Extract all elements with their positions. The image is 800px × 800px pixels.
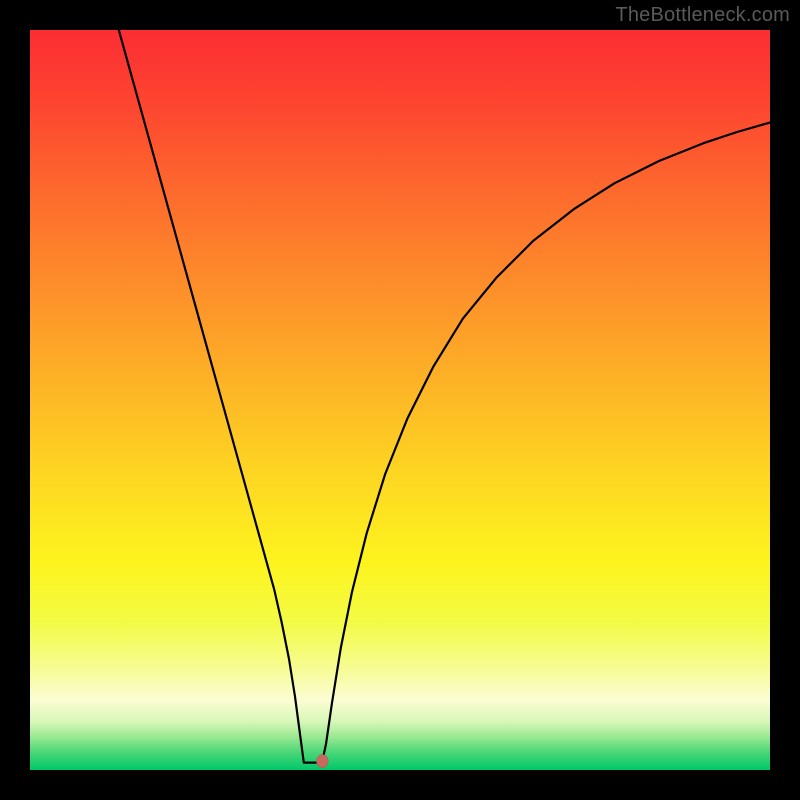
watermark-label: TheBottleneck.com <box>615 4 790 27</box>
bottleneck-chart <box>0 0 800 800</box>
chart-background-gradient <box>30 30 770 770</box>
optimum-marker <box>316 754 328 767</box>
figure-stage: TheBottleneck.com <box>0 0 800 800</box>
